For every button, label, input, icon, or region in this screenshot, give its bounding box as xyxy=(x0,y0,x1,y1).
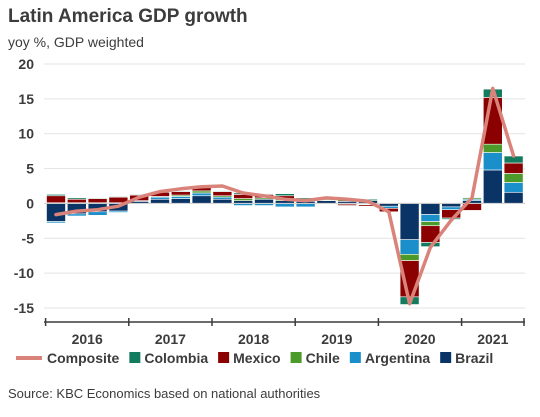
x-tick-label: 2016 xyxy=(72,331,103,347)
bar-chile xyxy=(503,173,524,183)
bar-brazil xyxy=(441,203,462,208)
bar-argentina xyxy=(420,214,441,222)
bar-colombia xyxy=(87,197,108,199)
bar-colombia xyxy=(212,190,233,192)
x-tick-label: 2018 xyxy=(238,331,269,347)
bar-mexico xyxy=(87,198,108,204)
bar-brazil xyxy=(171,198,191,204)
y-tick-label: 10 xyxy=(18,126,34,142)
legend-label-mexico: Mexico xyxy=(233,350,280,366)
legend-swatch-brazil xyxy=(440,352,452,363)
y-tick-label: -15 xyxy=(14,300,34,316)
bar-argentina xyxy=(482,152,503,171)
bar-brazil xyxy=(399,203,420,240)
legend-swatch-argentina xyxy=(349,352,361,363)
bar-argentina xyxy=(441,206,462,211)
bar-colombia xyxy=(67,197,87,200)
bar-mexico xyxy=(503,162,524,174)
bar-mexico xyxy=(212,191,233,197)
x-tick-label: 2019 xyxy=(321,331,352,347)
bar-argentina xyxy=(295,203,316,208)
y-tick-label: -10 xyxy=(14,265,34,281)
bar-brazil xyxy=(191,195,212,204)
bar-mexico xyxy=(46,195,66,204)
legend-label-composite: Composite xyxy=(47,350,120,366)
bar-mexico xyxy=(171,191,191,196)
bar-argentina xyxy=(212,196,233,200)
bar-colombia xyxy=(108,196,129,198)
chart-subtitle: yoy %, GDP weighted xyxy=(8,34,144,50)
bar-argentina xyxy=(108,210,129,213)
legend-swatch-chile xyxy=(290,352,302,363)
bar-colombia xyxy=(274,193,295,197)
x-tick-label: 2017 xyxy=(155,331,186,347)
bar-chile xyxy=(233,198,253,201)
legend-label-argentina: Argentina xyxy=(365,350,431,366)
y-tick-label: 0 xyxy=(26,195,34,211)
bar-argentina xyxy=(150,196,170,200)
bar-brazil xyxy=(150,198,170,204)
bar-argentina xyxy=(191,192,212,197)
bar-argentina xyxy=(503,182,524,193)
x-tick-label: 2020 xyxy=(404,331,435,347)
bar-brazil xyxy=(254,198,274,204)
bar-chile xyxy=(420,221,441,227)
chart-title: Latin America GDP growth xyxy=(8,6,248,27)
bar-argentina xyxy=(87,211,108,216)
legend-swatch-colombia xyxy=(129,352,141,363)
bar-chile xyxy=(191,190,212,194)
bar-colombia xyxy=(46,194,66,197)
bar-argentina xyxy=(274,203,295,208)
bar-brazil xyxy=(420,203,441,215)
bar-chile xyxy=(482,143,503,153)
x-tick-label: 2021 xyxy=(477,331,508,347)
bar-argentina xyxy=(46,221,66,224)
y-tick-label: 5 xyxy=(26,161,34,177)
legend-label-colombia: Colombia xyxy=(144,350,208,366)
bar-brazil xyxy=(482,169,503,204)
bar-argentina xyxy=(171,196,191,199)
y-tick-label: -5 xyxy=(22,230,35,246)
legend-label-brazil: Brazil xyxy=(455,350,493,366)
bar-mexico xyxy=(337,203,358,206)
legend-label-chile: Chile xyxy=(306,350,340,366)
bar-mexico xyxy=(67,198,87,204)
bar-argentina xyxy=(399,239,420,255)
legend-swatch-mexico xyxy=(218,352,230,363)
bar-chile xyxy=(399,254,420,261)
bar-argentina xyxy=(67,213,87,217)
bar-brazil xyxy=(503,191,524,204)
y-tick-label: 20 xyxy=(18,56,34,72)
y-tick-label: 15 xyxy=(18,91,34,107)
bar-brazil xyxy=(212,198,233,204)
composite-line xyxy=(54,86,516,306)
chart-source: Source: KBC Economics based on national … xyxy=(8,386,321,401)
